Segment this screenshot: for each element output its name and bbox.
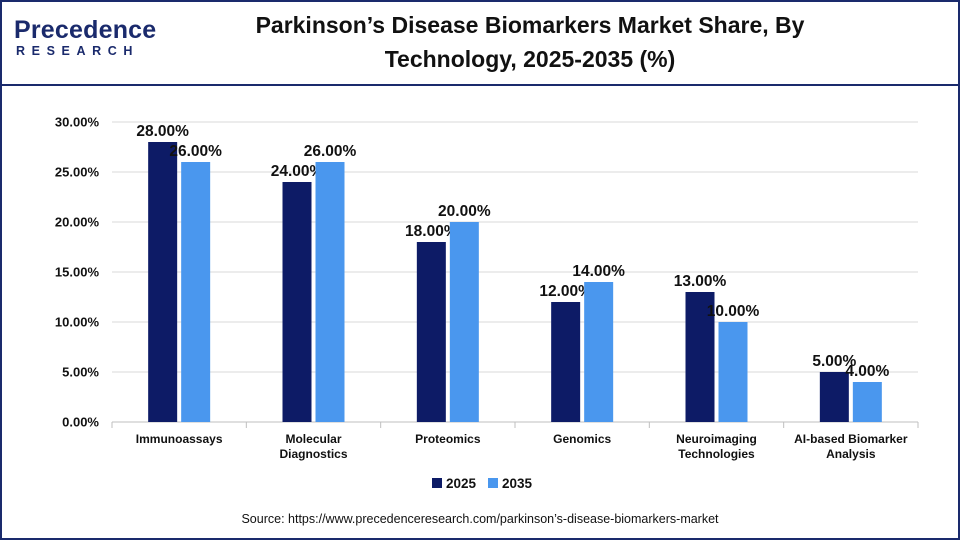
category-label: Analysis bbox=[826, 447, 876, 461]
logo-wordmark: Precedence bbox=[14, 16, 157, 44]
data-label-2025: 12.00% bbox=[539, 283, 592, 300]
y-tick-label: 10.00% bbox=[55, 315, 100, 330]
bar-2035 bbox=[852, 382, 882, 422]
y-tick-label: 0.00% bbox=[62, 415, 99, 430]
legend-label-2035: 2035 bbox=[502, 476, 533, 491]
y-tick-label: 30.00% bbox=[55, 115, 100, 130]
bar-2025 bbox=[551, 302, 581, 422]
source-note: Source: https://www.precedenceresearch.c… bbox=[241, 512, 719, 526]
data-label-2035: 20.00% bbox=[438, 203, 491, 220]
y-tick-label: 15.00% bbox=[55, 265, 100, 280]
legend-swatch-2035 bbox=[488, 478, 498, 488]
bar-2025 bbox=[819, 372, 849, 422]
data-label-2035: 26.00% bbox=[169, 143, 222, 160]
data-label-2025: 5.00% bbox=[812, 353, 856, 370]
data-label-2025: 18.00% bbox=[405, 223, 458, 240]
bar-2025 bbox=[416, 242, 446, 422]
chart-title-line-1: Parkinson’s Disease Biomarkers Market Sh… bbox=[255, 12, 805, 38]
bar-2025 bbox=[685, 292, 715, 422]
category-label: Technologies bbox=[678, 447, 755, 461]
data-label-2025: 24.00% bbox=[271, 163, 324, 180]
category-label: Genomics bbox=[553, 432, 611, 446]
category-label: Diagnostics bbox=[279, 447, 347, 461]
category-label: AI-based Biomarker bbox=[794, 432, 908, 446]
data-label-2035: 26.00% bbox=[304, 143, 357, 160]
bar-2035 bbox=[718, 322, 748, 422]
chart-title-line-2: Technology, 2025-2035 (%) bbox=[384, 46, 676, 72]
bar-2025 bbox=[148, 142, 178, 422]
data-label-2025: 28.00% bbox=[136, 123, 189, 140]
bar-2035 bbox=[181, 162, 211, 422]
data-label-2025: 13.00% bbox=[674, 273, 727, 290]
bar-2035 bbox=[315, 162, 345, 422]
category-label: Immunoassays bbox=[136, 432, 223, 446]
legend-swatch-2025 bbox=[432, 478, 442, 488]
header-divider bbox=[0, 84, 960, 86]
logo-subtitle: RESEARCH bbox=[16, 44, 139, 58]
bar-2025 bbox=[282, 182, 312, 422]
category-label: Molecular bbox=[285, 432, 341, 446]
data-label-2035: 14.00% bbox=[572, 263, 625, 280]
legend-label-2025: 2025 bbox=[446, 476, 477, 491]
category-label: Neuroimaging bbox=[676, 432, 757, 446]
header: Precedence RESEARCH Parkinson’s Disease … bbox=[0, 0, 960, 84]
category-label: Proteomics bbox=[415, 432, 481, 446]
y-tick-label: 25.00% bbox=[55, 165, 100, 180]
bar-2035 bbox=[584, 282, 614, 422]
y-tick-label: 5.00% bbox=[62, 365, 99, 380]
chart-title: Parkinson’s Disease Biomarkers Market Sh… bbox=[180, 8, 880, 76]
precedence-research-logo: Precedence RESEARCH bbox=[14, 16, 164, 66]
data-label-2035: 10.00% bbox=[707, 303, 760, 320]
data-label-2035: 4.00% bbox=[845, 363, 889, 380]
bar-2035 bbox=[449, 222, 479, 422]
y-tick-label: 20.00% bbox=[55, 215, 100, 230]
